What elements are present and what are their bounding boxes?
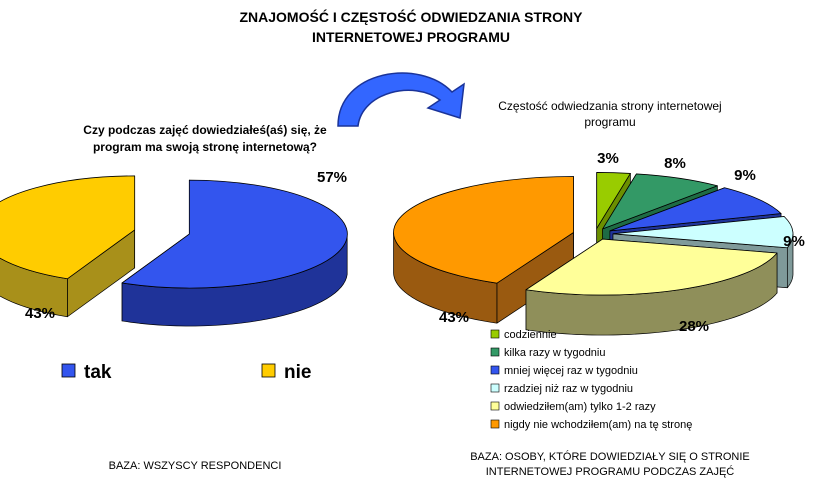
right-chart-title-line2: programu bbox=[584, 115, 635, 129]
legend-label-1: kilka razy w tygodniu bbox=[504, 347, 606, 359]
data-label-codziennie: 3% bbox=[597, 150, 619, 167]
left-chart-question-line2: program ma swoją stronę internetową? bbox=[93, 140, 317, 154]
right-chart-title-line1: Częstość odwiedzania strony internetowej bbox=[498, 99, 721, 113]
page-title-line1: ZNAJOMOŚĆ I CZĘSTOŚĆ ODWIEDZANIA STRONY bbox=[239, 8, 583, 25]
curved-arrow-icon bbox=[337, 72, 465, 127]
legend-swatch-5 bbox=[490, 419, 500, 429]
left-legend: tak nie bbox=[61, 362, 311, 383]
data-label-mniej-wi-cej-raz-w-tygodniu: 9% bbox=[734, 167, 756, 184]
left-chart-base-note: BAZA: WSZYSCY RESPONDENCI bbox=[109, 460, 282, 472]
legend-swatch-0 bbox=[490, 329, 500, 339]
left-pie-chart: 57% 43% bbox=[0, 169, 348, 327]
left-chart-question-line1: Czy podczas zajęć dowiedziałeś(aś) się, … bbox=[83, 123, 327, 137]
data-label-rzadziej-ni-raz-w-tygodniu: 9% bbox=[783, 233, 805, 250]
legend-label-nie: nie bbox=[284, 362, 311, 383]
right-legend: codziennie kilka razy w tygodniu mniej w… bbox=[490, 329, 692, 431]
pie-slice-odwiedzi-em-am-tylko-1-2-razy bbox=[525, 238, 778, 336]
right-pie-chart: 3% 8% 9% 9% 28% 43% bbox=[393, 150, 805, 336]
data-label-nie: 43% bbox=[25, 305, 55, 322]
legend-label-tak: tak bbox=[84, 362, 112, 383]
legend-label-2: mniej więcej raz w tygodniu bbox=[504, 365, 638, 377]
data-label-tak: 57% bbox=[317, 169, 347, 186]
legend-swatch-3 bbox=[490, 383, 500, 393]
legend-swatch-2 bbox=[490, 365, 500, 375]
legend-label-5: nigdy nie wchodziłem(am) na tę stronę bbox=[504, 419, 692, 431]
legend-label-3: rzadziej niż raz w tygodniu bbox=[504, 383, 633, 395]
legend-swatch-nie bbox=[261, 363, 276, 378]
data-label-kilka-razy-w-tygodniu: 8% bbox=[664, 155, 686, 172]
data-label-odwiedzi-em-am-tylko-1-2-razy: 28% bbox=[679, 318, 709, 335]
page-title-line2: INTERNETOWEJ PROGRAMU bbox=[312, 29, 510, 45]
pie-slice-nigdy-nie-wchodzi-em-am-na-t-stron- bbox=[393, 176, 574, 324]
legend-swatch-tak bbox=[61, 363, 76, 378]
pie-slice-nie bbox=[0, 175, 136, 318]
legend-label-4: odwiedziłem(am) tylko 1-2 razy bbox=[504, 401, 656, 413]
legend-swatch-1 bbox=[490, 347, 500, 357]
pie-slice-tak bbox=[121, 179, 348, 327]
data-label-nigdy-nie-wchodzi-em-am-na-t-stron-: 43% bbox=[439, 309, 469, 326]
right-chart-base-note-line2: INTERNETOWEJ PROGRAMU PODCZAS ZAJĘĆ bbox=[486, 465, 735, 478]
legend-swatch-4 bbox=[490, 401, 500, 411]
legend-label-0: codziennie bbox=[504, 329, 557, 341]
right-chart-base-note-line1: BAZA: OSOBY, KTÓRE DOWIEDZIAŁY SIĘ O STR… bbox=[470, 450, 750, 463]
